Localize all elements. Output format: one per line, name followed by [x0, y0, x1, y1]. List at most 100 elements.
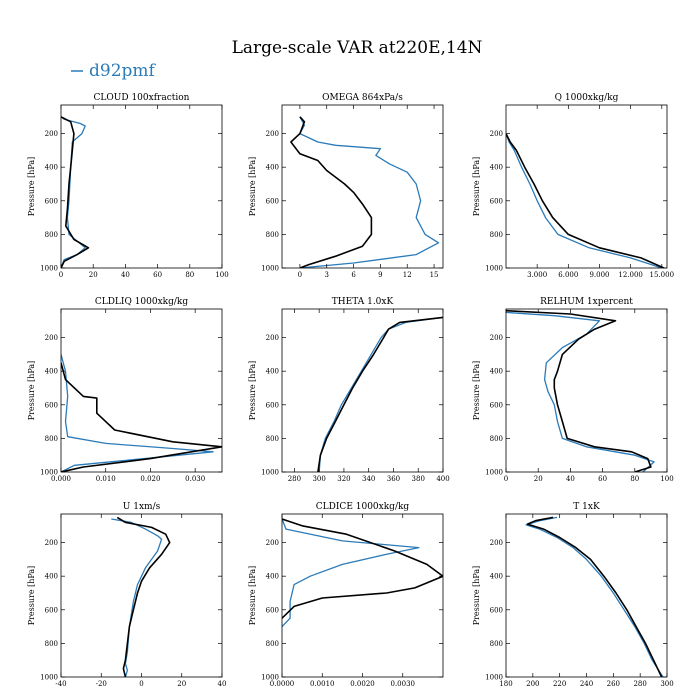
- x-tick-label-theta: 300: [312, 475, 325, 483]
- panel-title-cldliq: CLDLIQ 1000xkg/kg: [95, 297, 189, 307]
- x-tick-label-cldice: 0.0010: [310, 680, 335, 688]
- y-tick-label-cldliq: 800: [45, 435, 58, 443]
- y-tick-label-cldice: 200: [266, 539, 279, 547]
- series-d92pmf-cldliq: [61, 354, 214, 472]
- series-d92pmf-q: [506, 133, 663, 268]
- panel-title-relhum: RELHUM 1xpercent: [540, 297, 633, 307]
- panel-u: U 1xm/s -40 -20 0 20 40 200 400 600 800 1000 Pressu…: [27, 502, 226, 688]
- x-tick-label-t: 260: [607, 680, 620, 688]
- x-tick-label-cloud: 60: [153, 271, 162, 279]
- y-tick-label-q: 1000: [485, 265, 503, 273]
- y-tick-label-cloud: 600: [45, 197, 58, 205]
- y-tick-label-relhum: 400: [490, 368, 503, 376]
- series-obs-cldice: [282, 518, 443, 619]
- y-tick-label-relhum: 1000: [485, 469, 503, 477]
- y-tick-label-theta: 200: [266, 334, 279, 342]
- x-tick-label-relhum: 80: [630, 475, 639, 483]
- x-tick-label-cloud: 0: [59, 271, 63, 279]
- y-tick-label-u: 200: [45, 539, 58, 547]
- panel-title-t: T 1xK: [573, 502, 600, 512]
- y-tick-label-theta: 1000: [261, 469, 279, 477]
- x-tick-label-u: -40: [55, 680, 66, 688]
- y-axis-label-u: Pressure [hPa]: [27, 566, 36, 626]
- x-tick-label-theta: 360: [387, 475, 400, 483]
- plot-frame-t: [505, 513, 668, 678]
- y-tick-label-t: 200: [490, 539, 503, 547]
- y-tick-label-omega: 1000: [261, 265, 279, 273]
- y-tick-label-theta: 400: [266, 368, 279, 376]
- x-tick-label-omega: 3: [324, 271, 328, 279]
- series-obs-relhum: [506, 309, 652, 472]
- x-tick-label-cldliq: 0.020: [140, 475, 160, 483]
- x-tick-label-relhum: 0: [504, 475, 508, 483]
- y-tick-label-relhum: 200: [490, 334, 503, 342]
- x-tick-label-q: 12.000: [618, 271, 643, 279]
- y-tick-label-u: 800: [45, 640, 58, 648]
- x-tick-label-cldice: 0.0030: [391, 680, 416, 688]
- y-tick-label-t: 800: [490, 640, 503, 648]
- y-tick-label-cloud: 200: [45, 130, 58, 138]
- x-tick-label-cldliq: 0.010: [96, 475, 116, 483]
- x-tick-label-omega: 6: [351, 271, 356, 279]
- panel-cldice: CLDICE 1000xkg/kg 0.0000 0.0010 0.0020 0.003…: [248, 502, 444, 688]
- x-tick-label-theta: 340: [362, 475, 375, 483]
- y-tick-label-u: 1000: [40, 674, 58, 682]
- y-axis-label-t: Pressure [hPa]: [472, 566, 481, 626]
- plot-frame-theta: [281, 308, 444, 473]
- series-obs-omega: [290, 116, 373, 268]
- y-tick-label-omega: 200: [266, 130, 279, 138]
- x-tick-label-q: 15.000: [650, 271, 675, 279]
- y-axis-label-cldliq: Pressure [hPa]: [27, 361, 36, 421]
- x-tick-label-cloud: 40: [121, 271, 130, 279]
- panel-title-cldice: CLDICE 1000xkg/kg: [316, 502, 410, 512]
- series-obs-t: [526, 516, 663, 677]
- panel-title-u: U 1xm/s: [123, 502, 161, 512]
- y-tick-label-cldice: 1000: [261, 674, 279, 682]
- x-tick-label-u: 20: [177, 680, 186, 688]
- y-axis-label-theta: Pressure [hPa]: [248, 361, 257, 421]
- x-tick-label-t: 220: [553, 680, 566, 688]
- y-tick-label-cldliq: 600: [45, 401, 58, 409]
- y-tick-label-u: 600: [45, 606, 58, 614]
- y-tick-label-cloud: 400: [45, 164, 58, 172]
- panel-t: T 1xK 180 200 220 240 260 280 300 200 400 600 800 10…: [472, 502, 674, 688]
- y-tick-label-relhum: 600: [490, 401, 503, 409]
- y-axis-label-cldice: Pressure [hPa]: [248, 566, 257, 626]
- y-axis-label-omega: Pressure [hPa]: [248, 157, 257, 217]
- y-tick-label-cldliq: 1000: [40, 469, 58, 477]
- x-tick-label-u: 40: [218, 680, 227, 688]
- y-tick-label-t: 1000: [485, 674, 503, 682]
- x-tick-label-cldice: 0.0020: [350, 680, 375, 688]
- x-tick-label-t: 280: [633, 680, 646, 688]
- plot-frame-cloud: [60, 104, 223, 269]
- x-tick-label-t: 300: [660, 680, 673, 688]
- x-tick-label-u: 0: [139, 680, 143, 688]
- y-tick-label-theta: 800: [266, 435, 279, 443]
- series-d92pmf-omega: [299, 116, 440, 268]
- panel-cldliq: CLDLIQ 1000xkg/kg 0.000 0.010 0.020 0.030 200…: [27, 297, 223, 483]
- series-d92pmf-cldice: [282, 518, 420, 628]
- x-tick-label-relhum: 100: [660, 475, 673, 483]
- y-tick-label-omega: 800: [266, 231, 279, 239]
- plot-frame-omega: [281, 104, 444, 269]
- series-obs-cloud: [61, 116, 90, 268]
- series-obs-q: [506, 133, 665, 268]
- x-tick-label-theta: 280: [288, 475, 301, 483]
- panel-title-omega: OMEGA 864xPa/s: [322, 93, 403, 103]
- series-d92pmf-relhum: [506, 311, 655, 472]
- y-tick-label-q: 800: [490, 231, 503, 239]
- y-tick-label-cloud: 1000: [40, 265, 58, 273]
- x-tick-label-cldice: 0.0000: [270, 680, 295, 688]
- y-axis-label-q: Pressure [hPa]: [472, 157, 481, 217]
- x-tick-label-theta: 400: [436, 475, 449, 483]
- y-tick-label-t: 600: [490, 606, 503, 614]
- x-tick-label-t: 200: [526, 680, 539, 688]
- y-tick-label-cldliq: 400: [45, 368, 58, 376]
- x-tick-label-t: 180: [499, 680, 512, 688]
- x-tick-label-omega: 9: [378, 271, 382, 279]
- y-tick-label-cldice: 600: [266, 606, 279, 614]
- panel-cloud: CLOUD 100xfraction 0 20 40 60 80 100 200 400 600 8…: [27, 93, 229, 279]
- x-tick-label-q: 3.000: [527, 271, 547, 279]
- y-axis-label-cloud: Pressure [hPa]: [27, 157, 36, 217]
